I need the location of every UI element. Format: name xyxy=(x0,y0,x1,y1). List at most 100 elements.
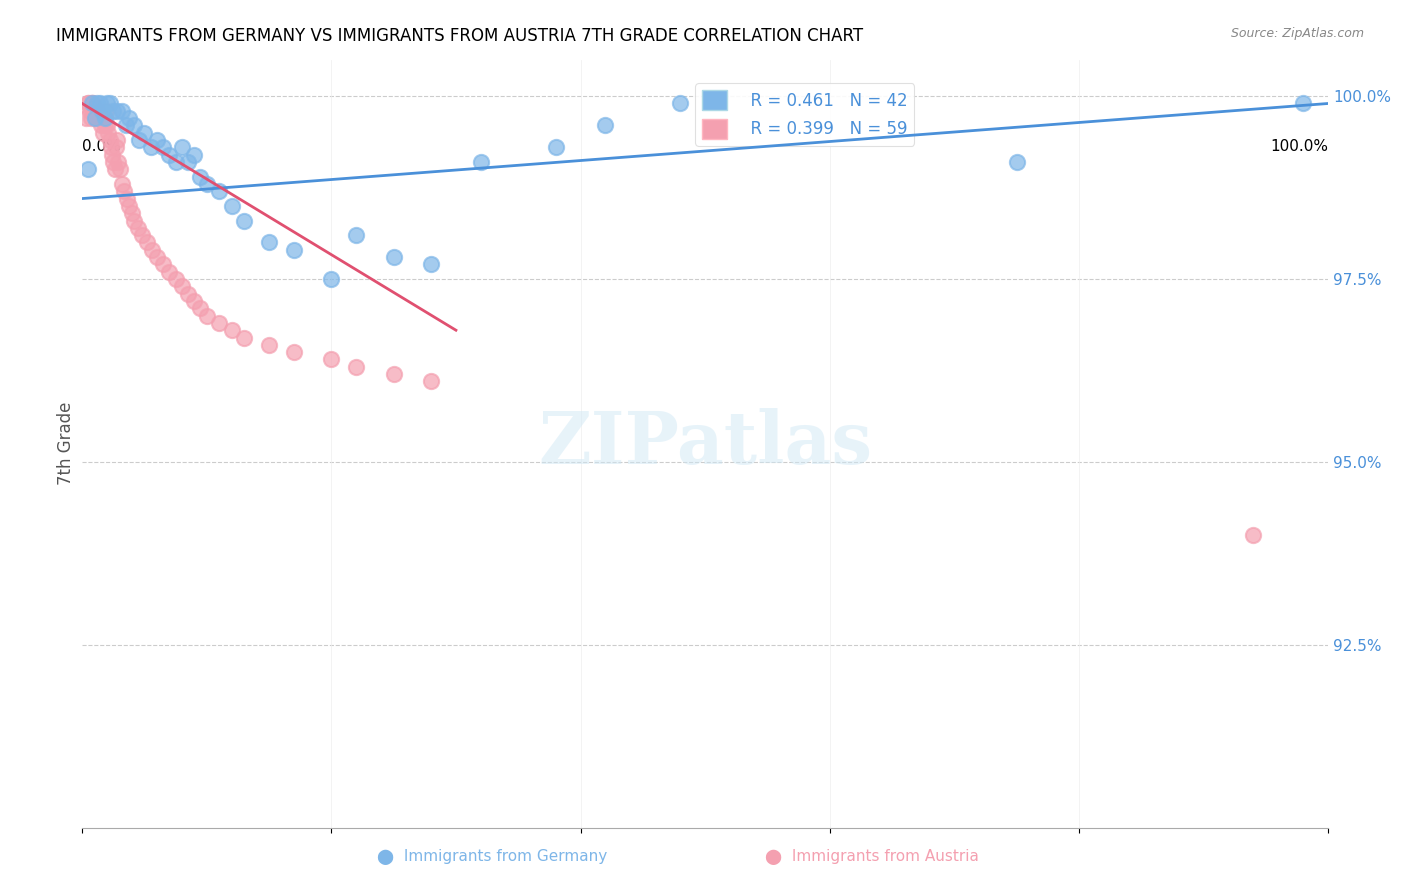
Point xyxy=(80,96,103,111)
Point xyxy=(82,103,104,118)
Point xyxy=(420,375,443,389)
Point xyxy=(103,103,125,118)
Point xyxy=(321,352,343,367)
Point xyxy=(105,133,128,147)
Point xyxy=(669,96,692,111)
Point xyxy=(77,96,100,111)
Point xyxy=(111,103,134,118)
Text: ⬤  Immigrants from Germany: ⬤ Immigrants from Germany xyxy=(377,849,607,865)
Point xyxy=(124,119,146,133)
Point xyxy=(470,155,492,169)
Point xyxy=(103,162,125,177)
Point xyxy=(114,184,136,198)
Point xyxy=(152,257,174,271)
Point xyxy=(77,162,100,177)
Point xyxy=(93,111,115,125)
Point xyxy=(1292,96,1315,111)
Point xyxy=(157,147,180,161)
Point xyxy=(183,293,205,308)
Point xyxy=(221,199,243,213)
Point xyxy=(134,126,156,140)
Point xyxy=(115,192,138,206)
Point xyxy=(170,279,193,293)
Point xyxy=(82,96,104,111)
Point xyxy=(100,140,122,154)
Point xyxy=(190,169,212,184)
Point xyxy=(146,250,169,264)
Point xyxy=(118,199,141,213)
Point xyxy=(233,213,256,227)
Point xyxy=(80,96,103,111)
Point xyxy=(90,119,112,133)
Point xyxy=(104,140,127,154)
Point xyxy=(157,265,180,279)
Point xyxy=(84,103,107,118)
Point xyxy=(83,111,105,125)
Point xyxy=(91,111,114,125)
Point xyxy=(344,359,367,374)
Point xyxy=(101,147,124,161)
Point xyxy=(208,316,231,330)
Point xyxy=(195,177,218,191)
Point xyxy=(146,133,169,147)
Point xyxy=(105,103,128,118)
Point xyxy=(170,140,193,154)
Text: ZIPatlas: ZIPatlas xyxy=(538,408,872,479)
Y-axis label: 7th Grade: 7th Grade xyxy=(58,402,75,485)
Point xyxy=(135,235,157,250)
Point xyxy=(128,133,150,147)
Point xyxy=(79,103,101,118)
Point xyxy=(195,309,218,323)
Point xyxy=(139,140,162,154)
Point xyxy=(98,133,121,147)
Text: IMMIGRANTS FROM GERMANY VS IMMIGRANTS FROM AUSTRIA 7TH GRADE CORRELATION CHART: IMMIGRANTS FROM GERMANY VS IMMIGRANTS FR… xyxy=(56,27,863,45)
Text: Source: ZipAtlas.com: Source: ZipAtlas.com xyxy=(1230,27,1364,40)
Point xyxy=(86,96,108,111)
Text: 0.0%: 0.0% xyxy=(82,139,121,154)
Point xyxy=(96,119,118,133)
Point xyxy=(127,220,149,235)
Point xyxy=(221,323,243,337)
Point xyxy=(77,96,100,111)
Point xyxy=(94,103,117,118)
Point xyxy=(257,338,280,352)
Point xyxy=(177,286,200,301)
Point xyxy=(107,155,129,169)
Point xyxy=(544,140,567,154)
Legend:   R = 0.461   N = 42,   R = 0.399   N = 59: R = 0.461 N = 42, R = 0.399 N = 59 xyxy=(695,83,914,145)
Point xyxy=(80,111,103,125)
Point xyxy=(108,162,131,177)
Point xyxy=(131,228,153,243)
Point xyxy=(344,228,367,243)
Point xyxy=(86,103,108,118)
Point xyxy=(87,111,110,125)
Point xyxy=(141,243,163,257)
Point xyxy=(177,155,200,169)
Point xyxy=(97,126,120,140)
Point xyxy=(321,272,343,286)
Point xyxy=(98,96,121,111)
Point xyxy=(83,111,105,125)
Point xyxy=(283,345,305,359)
Point xyxy=(165,272,187,286)
Text: ⬤  Immigrants from Austria: ⬤ Immigrants from Austria xyxy=(765,849,979,865)
Point xyxy=(111,177,134,191)
Point xyxy=(420,257,443,271)
Point xyxy=(118,111,141,125)
Point xyxy=(233,330,256,344)
Point xyxy=(190,301,212,316)
Point xyxy=(121,206,143,220)
Point xyxy=(595,119,617,133)
Point xyxy=(124,213,146,227)
Point xyxy=(89,96,111,111)
Point xyxy=(1241,528,1264,542)
Point xyxy=(91,103,114,118)
Point xyxy=(89,111,111,125)
Point xyxy=(183,147,205,161)
Point xyxy=(75,111,97,125)
Point xyxy=(283,243,305,257)
Point xyxy=(91,126,114,140)
Point xyxy=(165,155,187,169)
Point xyxy=(80,96,103,111)
Point xyxy=(93,119,115,133)
